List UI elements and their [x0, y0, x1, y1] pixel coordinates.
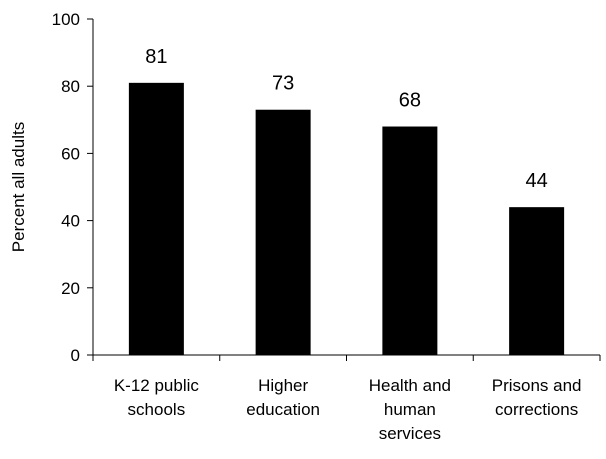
- data-label: 68: [399, 90, 421, 112]
- category-label-line: K-12 public: [114, 376, 200, 395]
- category-label-line: Health and: [369, 376, 451, 395]
- y-tick-label: 60: [61, 144, 80, 163]
- bar: [509, 207, 565, 355]
- y-axis-title: Percent all adults: [9, 122, 28, 252]
- x-axis: [92, 354, 601, 361]
- data-labels: 81 73 68 44: [145, 46, 548, 192]
- category-label-line: services: [379, 424, 441, 443]
- category-label: Health and human services: [369, 376, 451, 443]
- category-label-line: education: [246, 400, 320, 419]
- bar: [382, 126, 438, 356]
- y-tick-label: 40: [61, 212, 80, 231]
- data-label: 81: [145, 46, 167, 68]
- y-tick-label: 80: [61, 77, 80, 96]
- data-label: 73: [272, 73, 294, 95]
- y-tick-labels: 0 20 40 60 80 100: [52, 10, 80, 365]
- category-label: Higher education: [246, 376, 320, 419]
- category-labels: K-12 public schools Higher education Health …: [114, 376, 582, 443]
- category-label-line: Higher: [258, 376, 308, 395]
- category-label: K-12 public schools: [114, 376, 200, 419]
- bar: [128, 82, 184, 355]
- category-label-line: human: [384, 400, 436, 419]
- data-label: 44: [526, 170, 548, 192]
- y-axis: [87, 18, 94, 356]
- bars: [128, 82, 565, 356]
- y-tick-label: 20: [61, 279, 80, 298]
- y-tick-label: 100: [52, 10, 80, 29]
- y-tick-label: 0: [71, 346, 80, 365]
- bar: [255, 109, 311, 355]
- category-label-line: Prisons and: [492, 376, 582, 395]
- category-label-line: schools: [128, 400, 186, 419]
- category-label: Prisons and corrections: [492, 376, 582, 419]
- category-label-line: corrections: [495, 400, 578, 419]
